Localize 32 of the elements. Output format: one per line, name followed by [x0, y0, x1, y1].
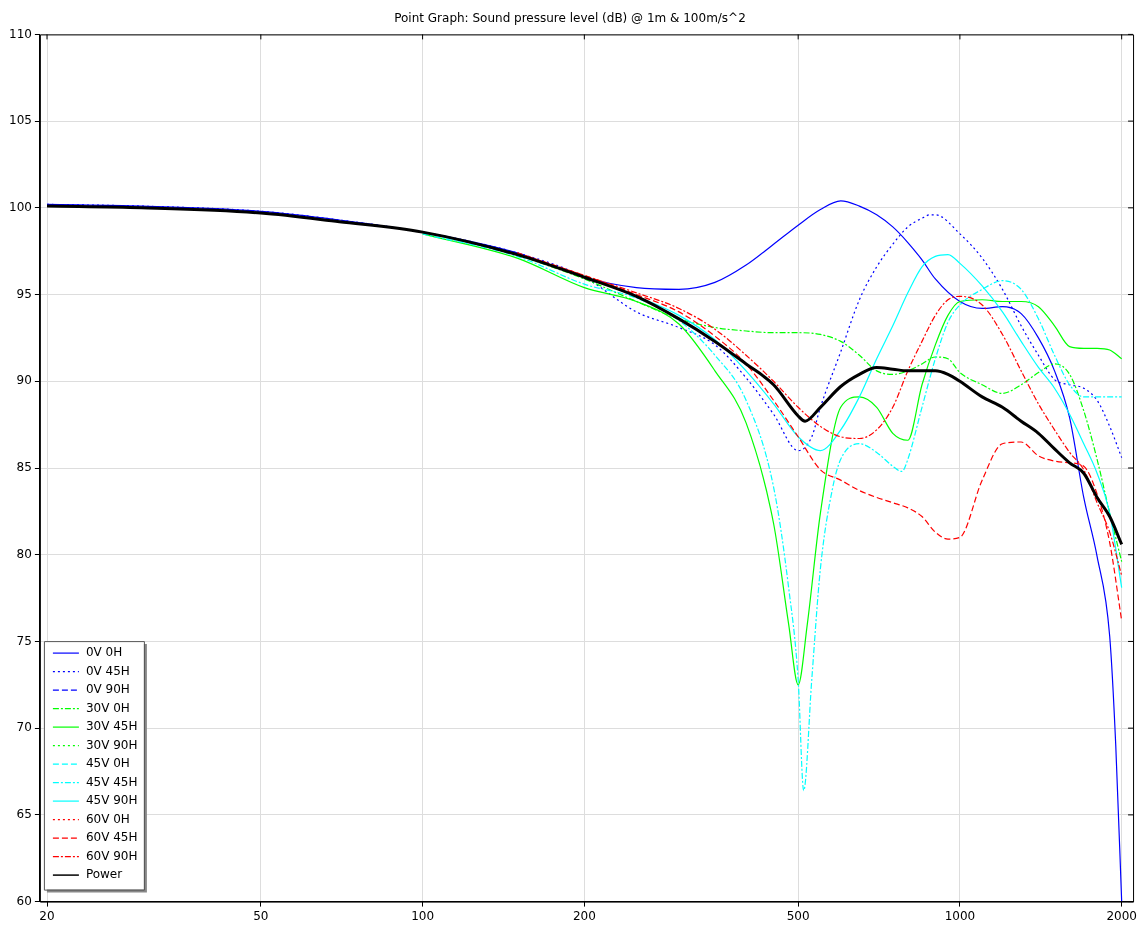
y-tick-label: 105 [9, 113, 32, 128]
x-tick-label: 100 [411, 908, 435, 923]
x-tick-label: 500 [786, 908, 810, 923]
x-tick-label: 20 [39, 908, 55, 923]
legend-label: 45V 90H [85, 793, 138, 808]
y-tick-label: 75 [16, 633, 32, 648]
x-tick-label: 50 [253, 908, 269, 923]
legend-label: 60V 90H [85, 848, 138, 863]
legend-label: 60V 45H [85, 830, 138, 845]
y-tick-label: 95 [16, 286, 32, 301]
legend-label: 0V 90H [85, 682, 130, 697]
legend-label: 30V 90H [85, 737, 138, 752]
x-tick-label: 200 [572, 908, 596, 923]
y-tick-label: 60 [16, 893, 32, 908]
y-tick-label: 80 [16, 546, 32, 561]
legend-label: 60V 0H [85, 811, 130, 826]
x-tick-label: 1000 [944, 908, 976, 923]
x-tick-label: 2000 [1106, 908, 1137, 923]
legend-label: 45V 0H [85, 756, 130, 771]
legend-label: 0V 0H [85, 645, 123, 660]
y-tick-label: 70 [16, 720, 32, 735]
y-tick-label: 110 [9, 26, 32, 41]
y-tick-label: 65 [16, 807, 32, 822]
legend-label: 30V 45H [85, 719, 138, 734]
legend-label: 0V 45H [85, 663, 130, 678]
chart-title: Point Graph: Sound pressure level (dB) @ 1m & 100m/s^2 [394, 11, 746, 26]
legend-label: Power [85, 867, 123, 882]
y-tick-label: 100 [9, 199, 32, 214]
legend-label: 45V 45H [85, 774, 138, 789]
legend-label: 30V 0H [85, 700, 130, 715]
y-tick-label: 85 [16, 460, 32, 475]
y-tick-label: 90 [16, 373, 32, 388]
